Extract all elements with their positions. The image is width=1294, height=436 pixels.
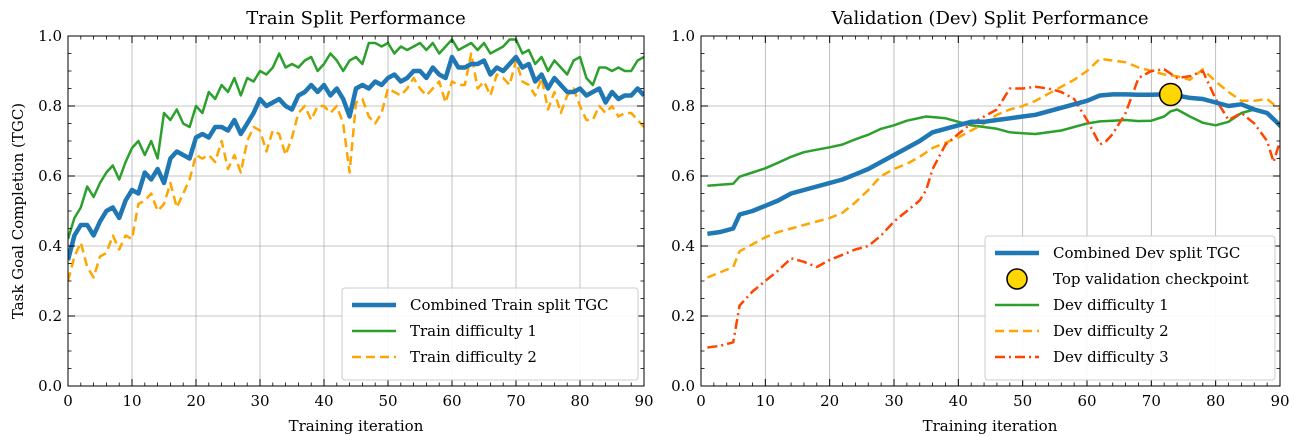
dev-plot-area: [706, 57, 1280, 349]
series-line-dev-difficulty-3: [707, 68, 1280, 349]
legend-label: Train difficulty 1: [410, 322, 537, 340]
x-tick-label: 60: [1077, 392, 1096, 410]
series-line-combined-train-split-tgc: [68, 54, 644, 261]
dev-chart-title: Validation (Dev) Split Performance: [830, 8, 1148, 29]
x-tick-label: 50: [1013, 392, 1032, 410]
series-line-train-difficulty-1: [68, 38, 644, 240]
x-tick-label: 30: [884, 392, 903, 410]
x-tick-label: 20: [186, 392, 205, 410]
y-tick-label: 0.4: [671, 237, 695, 255]
legend-label: Combined Train split TGC: [410, 296, 609, 314]
x-tick-label: 0: [63, 392, 73, 410]
x-tick-label: 60: [442, 392, 461, 410]
x-tick-label: 90: [1270, 392, 1289, 410]
dev-legend: Combined Dev split TGC Top validation che…: [984, 235, 1276, 381]
legend-label: Train difficulty 2: [410, 348, 537, 366]
train-plot-area: [68, 38, 644, 282]
y-tick-label: 1.0: [671, 27, 695, 45]
x-tick-label: 80: [1206, 392, 1225, 410]
train-tick-labels: 0 10 20 30 40 50 60 70 80 90 0.0 0.2 0.4 0.6 0.8 1.0: [38, 27, 653, 410]
x-tick-label: 20: [820, 392, 839, 410]
y-tick-label: 0.8: [671, 97, 695, 115]
legend-box: [341, 287, 639, 381]
train-legend: Combined Train split TGC Train difficulty…: [341, 287, 639, 381]
dev-ticks: [700, 35, 1281, 387]
train-chart-title: Train Split Performance: [246, 8, 466, 29]
y-tick-label: 1.0: [38, 27, 62, 45]
y-tick-label: 0.0: [38, 377, 62, 395]
x-tick-label: 50: [378, 392, 397, 410]
legend-marker-swatch: [1006, 268, 1028, 290]
dev-tick-labels: 0 10 20 30 40 50 60 70 80 90 0.0 0.2 0.4 0.6 0.8 1.0: [671, 27, 1289, 410]
y-tick-label: 0.8: [38, 97, 62, 115]
x-tick-label: 40: [314, 392, 333, 410]
legend-label: Top validation checkpoint: [1053, 270, 1249, 288]
top-checkpoint-marker: [1158, 82, 1183, 107]
x-tick-label: 30: [250, 392, 269, 410]
legend-box: [984, 235, 1276, 381]
train-y-axis-label: Task Goal Completion (TGC): [9, 103, 27, 319]
y-tick-label: 0.2: [671, 307, 695, 325]
legend-label: Dev difficulty 1: [1053, 296, 1169, 314]
x-tick-label: 10: [122, 392, 141, 410]
legend-label: Combined Dev split TGC: [1053, 244, 1240, 262]
y-tick-label: 0.6: [38, 167, 62, 185]
train-ticks: [67, 35, 645, 387]
x-tick-label: 90: [634, 392, 653, 410]
y-tick-label: 0.2: [38, 307, 62, 325]
x-tick-label: 40: [949, 392, 968, 410]
dev-panel: Validation (Dev) Split Performance Train…: [671, 8, 1289, 435]
series-line-train-difficulty-2: [68, 52, 644, 282]
x-tick-label: 70: [1142, 392, 1161, 410]
x-tick-label: 10: [756, 392, 775, 410]
y-tick-label: 0.6: [671, 167, 695, 185]
y-tick-label: 0.0: [671, 377, 695, 395]
x-tick-label: 70: [506, 392, 525, 410]
dev-x-axis-label: Training iteration: [923, 417, 1058, 435]
legend-label: Dev difficulty 2: [1053, 322, 1169, 340]
y-tick-label: 0.4: [38, 237, 62, 255]
x-tick-label: 0: [696, 392, 706, 410]
train-x-axis-label: Training iteration: [289, 417, 424, 435]
series-line-dev-difficulty-1: [707, 108, 1280, 188]
train-panel: Train Split Performance Training iterati…: [9, 8, 654, 435]
x-tick-label: 80: [570, 392, 589, 410]
legend-label: Dev difficulty 3: [1053, 348, 1169, 366]
